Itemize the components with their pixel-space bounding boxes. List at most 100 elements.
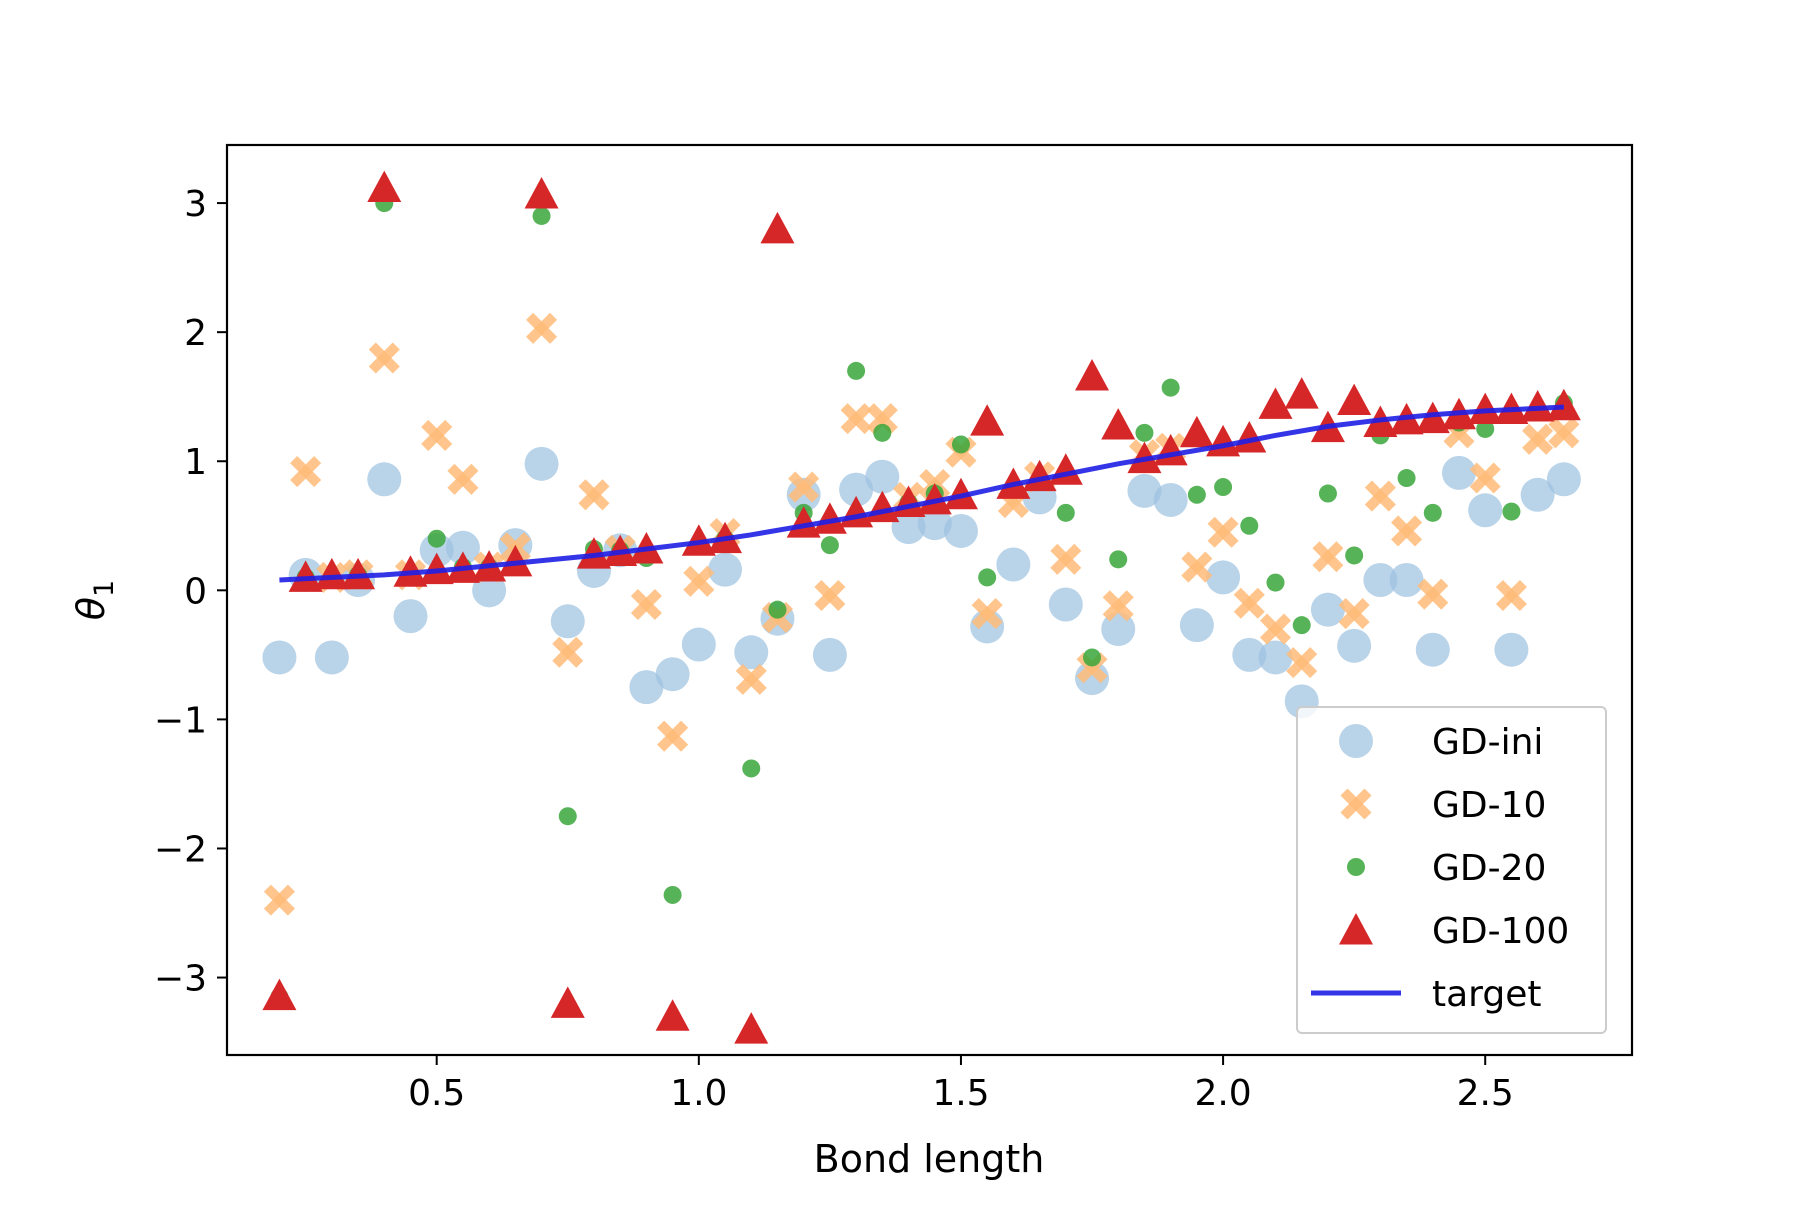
point-gd-100	[1546, 388, 1581, 421]
point-gd-10	[447, 463, 479, 495]
y-axis-label-subscript: 1	[89, 580, 120, 597]
y-tick-label: 3	[184, 184, 207, 225]
x-tick-label: 1.5	[932, 1073, 989, 1114]
point-gd-10	[1233, 587, 1265, 619]
point-gd-ini	[1310, 592, 1345, 627]
point-gd-ini	[1048, 587, 1083, 622]
point-gd-ini	[655, 657, 690, 692]
x-tick-label: 2.5	[1457, 1073, 1514, 1114]
y-tick-label: 2	[184, 313, 207, 354]
legend-item-gd-ini: GD-ini	[1339, 722, 1543, 763]
y-tick-label: −1	[154, 700, 207, 741]
point-gd-20	[820, 536, 839, 555]
y-tick-label: −2	[154, 829, 207, 870]
point-gd-10	[1286, 647, 1318, 679]
point-gd-100	[655, 999, 690, 1031]
point-gd-100	[288, 560, 323, 592]
point-gd-20	[1056, 503, 1075, 522]
point-gd-20	[847, 361, 866, 380]
point-gd-10	[1259, 613, 1292, 645]
point-gd-ini	[1468, 493, 1503, 528]
point-gd-10	[630, 588, 662, 621]
point-gd-20	[742, 759, 761, 778]
x-tick-label: 0.5	[408, 1073, 465, 1114]
point-gd-ini	[629, 670, 664, 705]
y-axis-label-symbol: θ	[69, 597, 113, 620]
point-gd-20	[663, 885, 682, 904]
point-gd-10	[263, 884, 295, 916]
point-gd-10	[1417, 578, 1449, 610]
point-gd-100	[1258, 387, 1293, 419]
point-gd-100	[943, 477, 978, 510]
point-gd-10	[788, 471, 820, 503]
point-gd-20	[1318, 484, 1337, 503]
series-line-target	[279, 404, 1564, 583]
point-gd-10	[1312, 541, 1344, 573]
point-gd-ini	[1441, 455, 1476, 490]
point-gd-10	[290, 456, 322, 488]
point-gd-ini	[1389, 562, 1424, 597]
point-gd-20	[1292, 616, 1311, 635]
plot-frame	[225, 143, 1634, 1057]
point-gd-ini	[1337, 628, 1372, 663]
point-gd-10	[1102, 590, 1134, 622]
point-gd-10	[421, 419, 453, 451]
x-tick-label: 1.0	[670, 1073, 727, 1114]
legend-item-gd-20: GD-20	[1347, 848, 1546, 889]
point-gd-100	[1468, 392, 1503, 425]
y-tick-label: 1	[184, 442, 207, 483]
point-gd-100	[734, 1012, 769, 1044]
legend-label: GD-10	[1432, 785, 1546, 826]
axes: 0.5 1.0 1.5 2.0 2.5 −3 −2 −1 0 1 2 3	[154, 184, 1514, 1114]
point-gd-20	[978, 568, 997, 587]
point-gd-ini	[419, 533, 454, 568]
legend-swatch	[1339, 913, 1373, 945]
legend: GD-ini GD-10 GD-20 GD-100 target	[1296, 706, 1607, 1034]
point-gd-100	[970, 404, 1005, 436]
point-gd-10	[1495, 579, 1527, 612]
point-gd-100	[576, 537, 611, 569]
point-gd-ini	[1258, 640, 1293, 675]
point-gd-ini	[1520, 477, 1555, 512]
point-gd-ini	[996, 547, 1031, 582]
point-gd-100	[1101, 408, 1136, 440]
point-gd-100	[1520, 390, 1555, 422]
point-gd-ini	[839, 472, 874, 507]
point-gd-10	[1522, 423, 1554, 455]
point-gd-100	[524, 177, 559, 209]
point-gd-100	[812, 502, 847, 534]
point-gd-ini	[550, 604, 585, 639]
point-gd-20	[1476, 419, 1495, 438]
point-gd-ini	[524, 446, 559, 481]
point-gd-10	[526, 312, 558, 344]
point-gd-100	[1337, 383, 1372, 416]
point-gd-20	[951, 435, 970, 454]
point-gd-10	[1338, 598, 1370, 630]
point-gd-10	[1469, 462, 1501, 494]
point-gd-ini	[393, 599, 428, 634]
point-gd-20	[1083, 648, 1102, 667]
point-gd-10	[814, 579, 846, 612]
point-gd-100	[786, 506, 821, 538]
y-tick-label: −3	[154, 959, 207, 1000]
point-gd-20	[1397, 469, 1416, 488]
point-gd-100	[1179, 415, 1214, 448]
point-gd-100	[1415, 401, 1450, 434]
point-gd-10	[552, 636, 584, 668]
point-gd-100	[1075, 359, 1110, 391]
point-gd-10	[657, 720, 689, 752]
point-gd-ini	[708, 552, 743, 587]
point-gd-10	[1548, 417, 1580, 449]
point-gd-ini	[734, 635, 769, 670]
legend-swatch	[1347, 858, 1365, 876]
point-gd-ini	[1206, 560, 1241, 595]
point-gd-20	[768, 600, 787, 619]
point-gd-10	[1364, 480, 1396, 512]
point-gd-ini	[917, 506, 952, 541]
point-gd-100	[341, 557, 376, 590]
point-gd-10	[368, 342, 400, 374]
point-gd-10	[1207, 516, 1239, 548]
point-gd-100	[419, 552, 454, 585]
point-gd-ini	[1415, 632, 1450, 667]
